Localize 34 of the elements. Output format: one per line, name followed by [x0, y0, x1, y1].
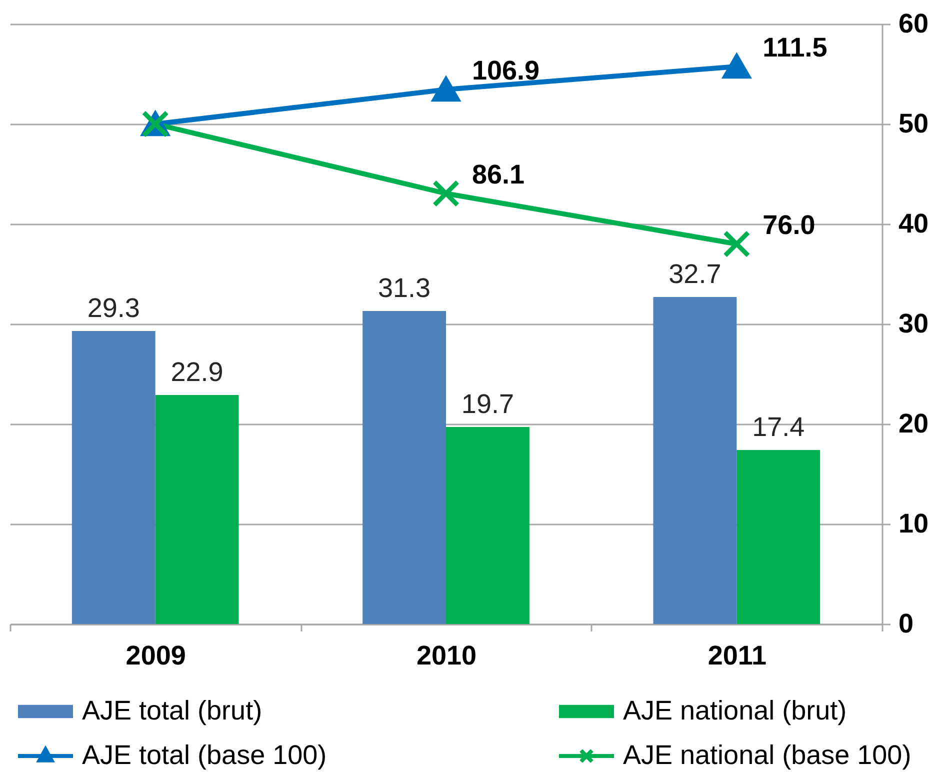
data-label: 22.9 [170, 357, 224, 387]
legend-label: AJE national (brut) [623, 696, 847, 726]
bar [446, 427, 530, 624]
data-label: 19.7 [461, 389, 514, 419]
bar [72, 331, 156, 624]
data-label: 32.7 [668, 259, 722, 289]
data-label: 86.1 [472, 160, 525, 190]
y2-tick-label: 10 [898, 508, 929, 538]
bar [155, 395, 239, 624]
y2-tick-label: 50 [898, 108, 929, 138]
y2-tick-label: 20 [898, 408, 929, 438]
y2-tick-label: 40 [898, 208, 929, 238]
data-label: 17.4 [752, 412, 805, 442]
bar [736, 450, 820, 624]
point [723, 230, 750, 258]
x-tick-label: 2010 [416, 640, 477, 670]
x-tick-label: 2009 [126, 640, 186, 670]
legend-label: AJE national (base 100) [623, 740, 912, 770]
y2-tick-label: 60 [898, 8, 929, 38]
data-label: 29.3 [87, 293, 140, 323]
bar [362, 311, 446, 624]
point [723, 54, 750, 79]
data-label: 31.3 [378, 273, 431, 303]
x-tick-label: 2011 [708, 640, 766, 670]
legend-label: AJE total (base 100) [82, 740, 327, 770]
point [432, 180, 460, 208]
legend-label: AJE total (brut) [82, 696, 262, 726]
data-label: 76.0 [762, 210, 816, 240]
bar [653, 297, 737, 624]
y2-tick-label: 0 [898, 608, 914, 638]
y2-tick-label: 30 [898, 308, 929, 338]
data-label: 106.9 [472, 56, 540, 86]
point [432, 77, 460, 102]
data-label: 111.5 [762, 32, 828, 62]
